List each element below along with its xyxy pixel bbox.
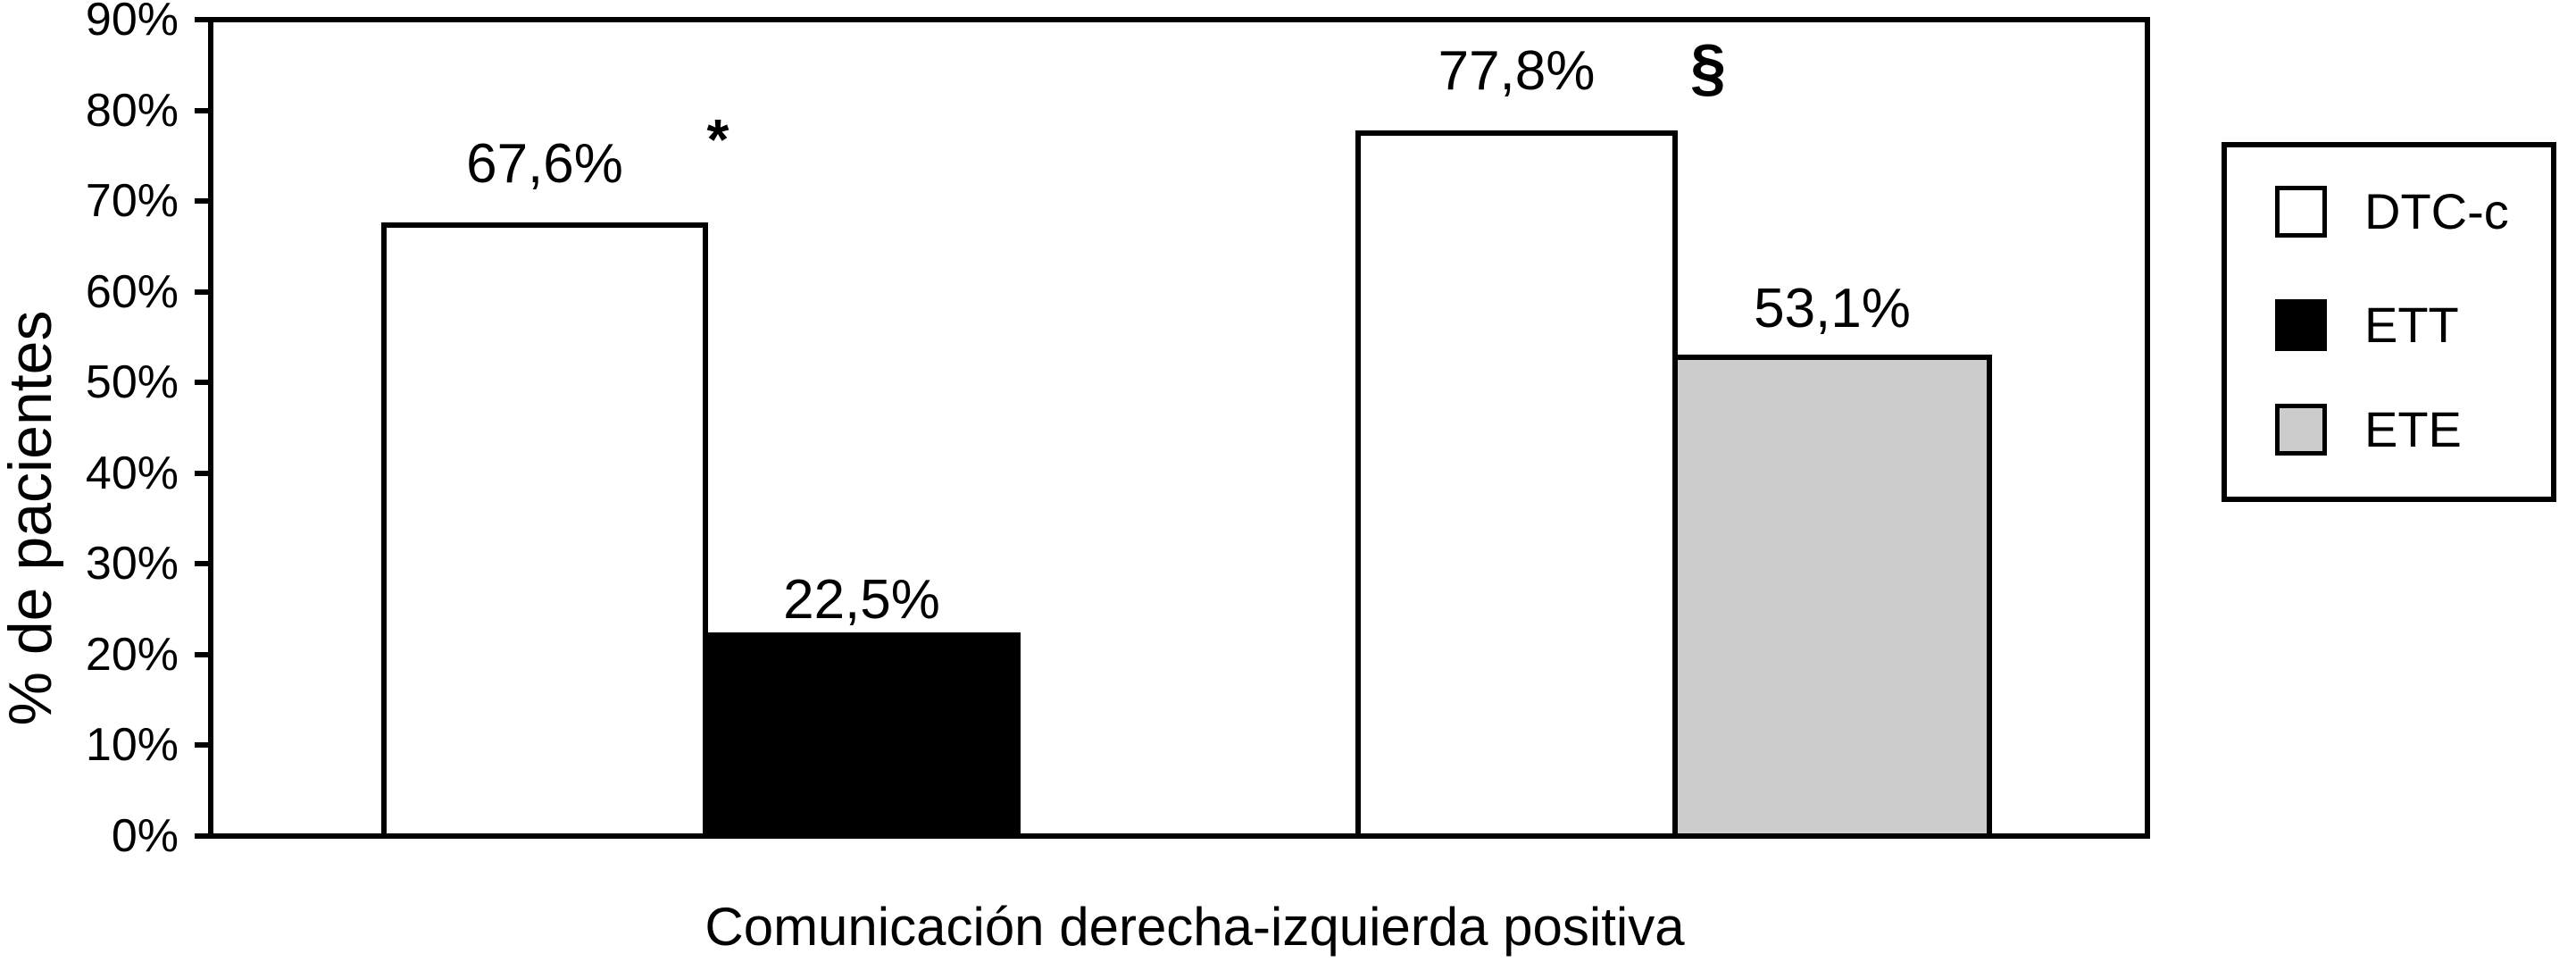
y-tick	[195, 198, 212, 205]
legend-swatch-ett	[2275, 299, 2327, 351]
y-tick-label: 40%	[85, 447, 179, 499]
legend: DTC-c ETT ETE	[2222, 142, 2556, 502]
y-tick-label: 20%	[85, 628, 179, 681]
bar-value-label: 22,5%	[783, 568, 940, 631]
legend-swatch-ete	[2275, 404, 2327, 456]
y-tick	[195, 470, 212, 476]
bar-value-label: 67,6%	[466, 133, 623, 196]
y-tick	[195, 17, 212, 22]
bar-dtc-c	[381, 222, 708, 839]
y-tick-label: 10%	[85, 719, 179, 772]
legend-label: ETE	[2364, 401, 2462, 457]
y-tick-label: 50%	[85, 356, 179, 409]
legend-swatch-dtc-c	[2275, 186, 2327, 238]
y-tick-label: 90%	[85, 0, 179, 46]
y-tick	[195, 289, 212, 295]
y-tick	[195, 742, 212, 749]
legend-row-dtc-c: DTC-c	[2275, 186, 2509, 238]
bar-dtc-c	[1355, 130, 1678, 839]
y-tick	[195, 107, 212, 113]
legend-label: DTC-c	[2364, 183, 2509, 239]
legend-row-ete: ETE	[2275, 404, 2462, 456]
y-tick-label: 70%	[85, 175, 179, 228]
legend-label: ETT	[2364, 297, 2459, 353]
y-tick	[195, 561, 212, 567]
x-axis-label: Comunicación derecha-izquierda positiva	[704, 897, 1685, 957]
bar-ett	[703, 632, 1021, 839]
significance-annotation: *	[706, 107, 729, 171]
significance-annotation: §	[1689, 32, 1727, 104]
bar-value-label: 77,8%	[1438, 39, 1596, 102]
y-tick-label: 0%	[111, 810, 179, 862]
y-tick	[195, 651, 212, 657]
y-tick-label: 30%	[85, 538, 179, 590]
y-tick	[195, 380, 212, 386]
bar-value-label: 53,1%	[1754, 277, 1911, 339]
y-tick-label: 60%	[85, 265, 179, 318]
legend-row-ett: ETT	[2275, 299, 2459, 351]
bar-ete	[1672, 354, 1992, 839]
y-tick	[195, 833, 212, 839]
y-tick-label: 80%	[85, 84, 179, 137]
